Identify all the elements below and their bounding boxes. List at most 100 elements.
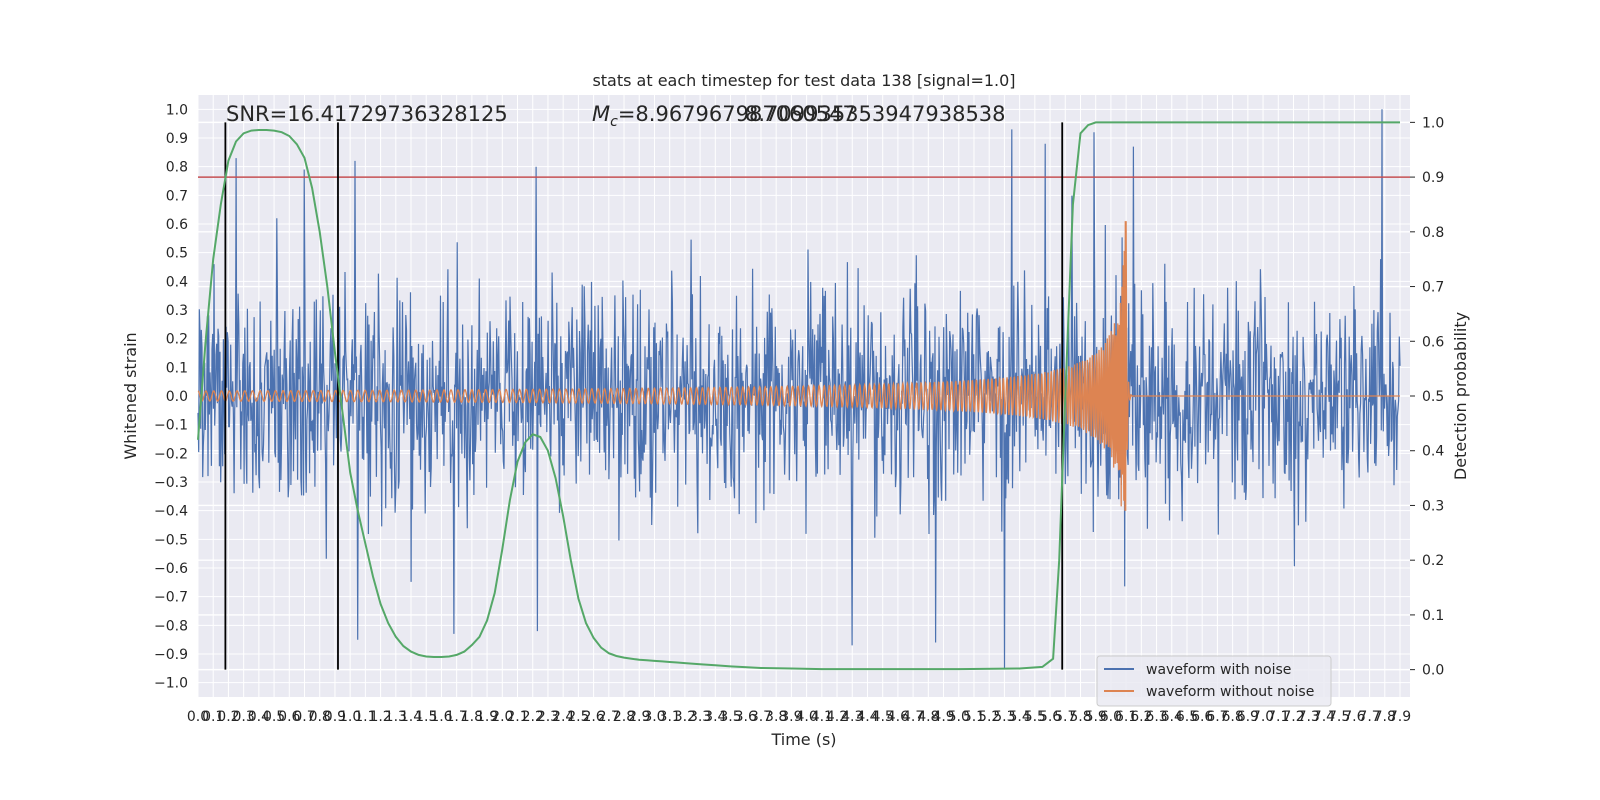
x-tick-label: 6.6 <box>1191 709 1213 725</box>
x-tick-label: 1.4 <box>400 709 422 725</box>
x-tick-label: 4.9 <box>932 709 954 725</box>
x-tick-label: 3.5 <box>719 709 741 725</box>
y2-tick-label: 0.3 <box>1422 498 1444 514</box>
y2-axis-ticks: 1.0 0.9 0.8 0.7 0.6 0.5 0.4 0.3 0.2 0.1 0.0 <box>1410 115 1444 679</box>
x-tick-label: 7.8 <box>1374 709 1396 725</box>
x-tick-label: 4.2 <box>826 709 848 725</box>
x-tick-label: 1.1 <box>354 709 376 725</box>
x-tick-label: 1.8 <box>461 709 483 725</box>
x-tick-label: 5.5 <box>1024 709 1046 725</box>
x-tick-label: 6.3 <box>1145 709 1167 725</box>
x-axis-label: Time (s) <box>770 730 836 749</box>
x-tick-label: 7.0 <box>1252 709 1274 725</box>
y2-tick-label: 0.9 <box>1422 170 1444 186</box>
x-tick-label: 0.2 <box>217 709 239 725</box>
series-layer <box>197 109 1401 669</box>
x-tick-label: 7.4 <box>1313 709 1335 725</box>
x-tick-label: 7.1 <box>1267 709 1289 725</box>
y-tick-label: 1.0 <box>166 102 188 118</box>
legend: waveform with noise waveform without noi… <box>1096 655 1332 707</box>
x-tick-label: 2.4 <box>552 709 574 725</box>
x-tick-label: 5.6 <box>1039 709 1061 725</box>
y-tick-label: 0.7 <box>166 188 188 204</box>
x-tick-label: 2.8 <box>613 709 635 725</box>
mc-subscript: c <box>610 114 618 130</box>
x-tick-label: 5.8 <box>1069 709 1091 725</box>
x-tick-label: 7.3 <box>1298 709 1320 725</box>
x-tick-label: 5.9 <box>1085 709 1107 725</box>
x-tick-label: 0.3 <box>233 709 255 725</box>
x-tick-label: 6.7 <box>1206 709 1228 725</box>
x-tick-label: 6.9 <box>1237 709 1259 725</box>
x-tick-label: 6.8 <box>1222 709 1244 725</box>
x-tick-label: 0.1 <box>202 709 224 725</box>
x-tick-label: 3.3 <box>689 709 711 725</box>
x-tick-label: 4.5 <box>872 709 894 725</box>
y-tick-label: −0.1 <box>154 418 188 434</box>
legend-label-noise: waveform with noise <box>1146 662 1291 678</box>
x-tick-label: 7.2 <box>1282 709 1304 725</box>
x-tick-label: 1.6 <box>430 709 452 725</box>
y-tick-label: −0.3 <box>154 475 188 491</box>
x-tick-label: 0.4 <box>248 709 270 725</box>
y-tick-label: 0.9 <box>166 131 188 147</box>
legend-box <box>1096 655 1332 707</box>
x-tick-label: 6.5 <box>1176 709 1198 725</box>
x-tick-label: 7.7 <box>1358 709 1380 725</box>
x-tick-label: 3.0 <box>643 709 665 725</box>
x-tick-label: 3.8 <box>765 709 787 725</box>
x-axis-ticks: 0.00.10.20.30.40.50.60.70.80.91.01.11.21… <box>187 709 1411 725</box>
x-tick-label: 2.2 <box>522 709 544 725</box>
y2-tick-label: 0.4 <box>1422 444 1444 460</box>
x-tick-label: 3.9 <box>780 709 802 725</box>
x-tick-label: 2.5 <box>567 709 589 725</box>
y2-tick-label: 0.2 <box>1422 553 1444 569</box>
x-tick-label: 1.0 <box>339 709 361 725</box>
snr-annotation: SNR=16.41729736328125 <box>226 102 508 126</box>
y-tick-label: 0.0 <box>166 389 188 405</box>
y2-tick-label: 0.0 <box>1422 663 1444 679</box>
y2-tick-label: 0.1 <box>1422 608 1444 624</box>
y-tick-label: −0.6 <box>154 561 188 577</box>
x-tick-label: 3.2 <box>674 709 696 725</box>
x-tick-label: 2.9 <box>628 709 650 725</box>
x-tick-label: 0.5 <box>263 709 285 725</box>
y2-tick-label: 0.6 <box>1422 334 1444 350</box>
x-tick-label: 0.7 <box>293 709 315 725</box>
x-tick-label: 3.7 <box>750 709 772 725</box>
y2-tick-label: 0.7 <box>1422 280 1444 296</box>
y-tick-label: 0.2 <box>166 332 188 348</box>
x-tick-label: 0.8 <box>309 709 331 725</box>
x-tick-label: 7.6 <box>1343 709 1365 725</box>
chart-title: stats at each timestep for test data 138… <box>592 71 1015 90</box>
y-tick-label: −0.2 <box>154 446 188 462</box>
x-tick-label: 1.5 <box>415 709 437 725</box>
y-tick-label: −0.8 <box>154 618 188 634</box>
x-tick-label: 4.3 <box>841 709 863 725</box>
y2-axis-label: Detection probability <box>1451 312 1470 480</box>
y2-tick-label: 1.0 <box>1422 115 1444 131</box>
x-tick-label: 1.9 <box>476 709 498 725</box>
y-tick-label: −0.4 <box>154 504 188 520</box>
x-tick-label: 5.2 <box>978 709 1000 725</box>
x-tick-label: 1.7 <box>446 709 468 725</box>
y-axis-ticks: 1.0 0.9 0.8 0.7 0.6 0.5 0.4 0.3 0.2 0.1 0.0 −0.1 −0.… <box>154 102 188 691</box>
x-tick-label: 1.2 <box>369 709 391 725</box>
x-tick-label: 1.3 <box>385 709 407 725</box>
overlap-annotation: 8.709935353947938538 <box>745 102 1006 126</box>
y-tick-label: 0.1 <box>166 360 188 376</box>
x-tick-label: 2.0 <box>491 709 513 725</box>
noise-waveform-series <box>197 109 1401 669</box>
x-tick-label: 4.7 <box>902 709 924 725</box>
mc-annotation: Mc=8.967967987060547 <box>592 102 856 130</box>
x-tick-label: 6.1 <box>1115 709 1137 725</box>
x-tick-label: 2.3 <box>537 709 559 725</box>
x-tick-label: 4.0 <box>795 709 817 725</box>
x-tick-label: 6.4 <box>1161 709 1183 725</box>
x-tick-label: 3.1 <box>659 709 681 725</box>
x-tick-label: 7.9 <box>1389 709 1411 725</box>
y-tick-label: 0.8 <box>166 160 188 176</box>
overlay-layer <box>197 121 1410 671</box>
y-tick-label: −0.7 <box>154 590 188 606</box>
